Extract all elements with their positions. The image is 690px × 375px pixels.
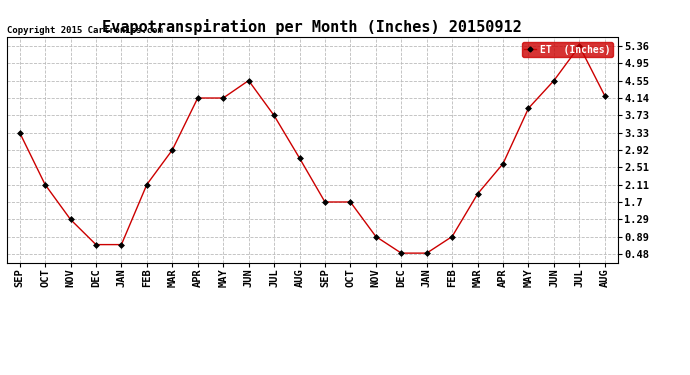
Title: Evapotranspiration per Month (Inches) 20150912: Evapotranspiration per Month (Inches) 20… <box>102 19 522 35</box>
Legend: ET  (Inches): ET (Inches) <box>522 42 613 57</box>
Text: Copyright 2015 Cartronics.com: Copyright 2015 Cartronics.com <box>7 26 163 35</box>
